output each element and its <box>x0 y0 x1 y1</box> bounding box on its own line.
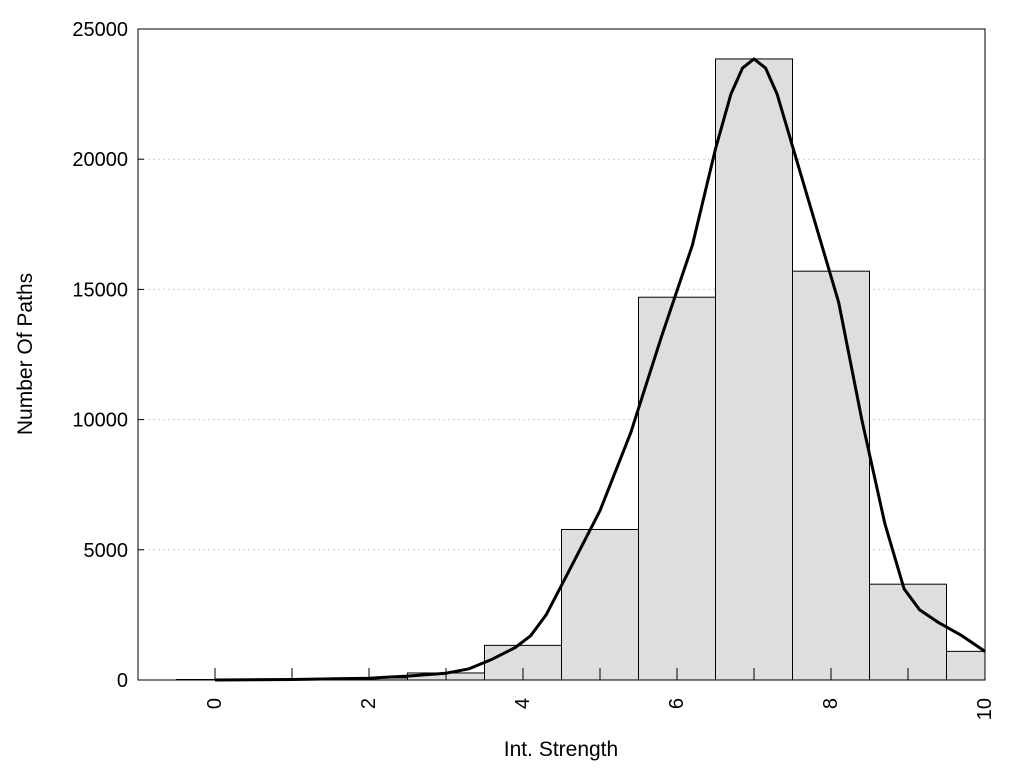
histogram-bar <box>715 58 793 681</box>
y-tick-label: 25000 <box>72 19 128 41</box>
histogram-bar <box>946 650 986 681</box>
histogram-bar <box>561 528 639 681</box>
y-tick-label: 5000 <box>84 540 129 562</box>
y-tick-label: 20000 <box>72 149 128 171</box>
density-curve <box>214 57 986 682</box>
x-tick-label: 6 <box>666 698 688 709</box>
histogram-bars <box>176 58 986 681</box>
histogram-bar <box>638 296 716 681</box>
histogram-bar <box>869 583 947 681</box>
histogram-bar <box>792 270 870 681</box>
y-tick-label: 10000 <box>72 410 128 432</box>
x-tick-label: 8 <box>820 698 842 709</box>
y-tick-label: 15000 <box>72 279 128 301</box>
x-tick-label: 10 <box>974 698 996 720</box>
y-tick-label: 0 <box>117 670 128 692</box>
x-axis-title: Int. Strength <box>504 738 618 761</box>
axis-ticks: 0 5000 10000 15000 20000 25000 0 2 4 6 8 10 <box>72 19 996 720</box>
y-axis-title: Number Of Paths <box>14 273 37 435</box>
x-tick-label: 0 <box>204 698 226 709</box>
x-tick-label: 4 <box>512 698 534 709</box>
plot-frame <box>137 28 986 681</box>
x-tick-label: 2 <box>358 698 380 709</box>
